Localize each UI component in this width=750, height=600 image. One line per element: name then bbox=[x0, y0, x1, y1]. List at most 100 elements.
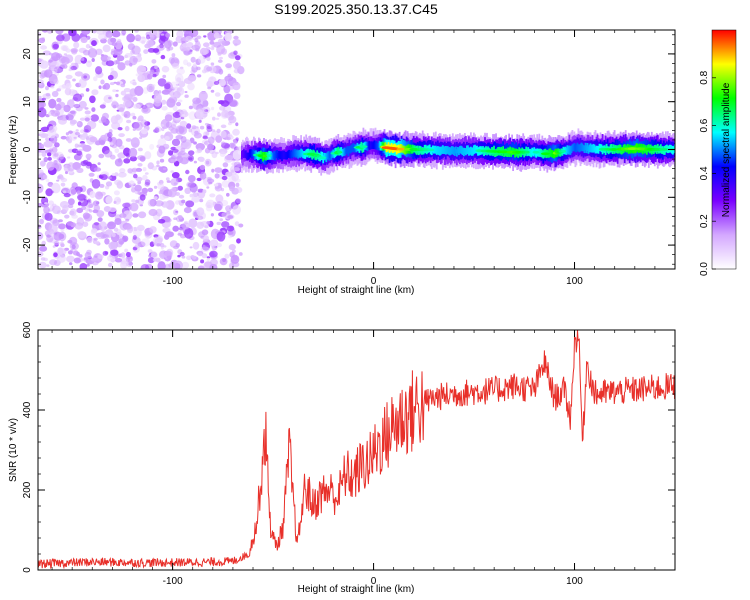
noise-speckle bbox=[129, 202, 139, 212]
noise-speckle bbox=[93, 76, 98, 82]
noise-speckle bbox=[114, 218, 122, 225]
ridge-cell bbox=[307, 148, 310, 157]
noise-speckle bbox=[107, 221, 116, 230]
noise-speckle bbox=[74, 131, 80, 136]
ridge-cell bbox=[494, 149, 496, 157]
noise-speckle bbox=[158, 190, 163, 195]
noise-speckle bbox=[159, 158, 165, 163]
noise-speckle bbox=[114, 40, 123, 50]
noise-speckle bbox=[56, 160, 62, 165]
ridge-cell bbox=[531, 147, 534, 156]
ridge-cell bbox=[440, 146, 443, 154]
ridge-cell bbox=[275, 150, 277, 159]
noise-speckle bbox=[217, 38, 226, 44]
ridge-cell bbox=[297, 150, 299, 159]
ridge-cell bbox=[583, 145, 586, 153]
noise-speckle bbox=[235, 122, 239, 127]
noise-speckle bbox=[232, 167, 240, 172]
noise-speckle bbox=[115, 89, 119, 92]
noise-speckle bbox=[115, 93, 119, 98]
ridge-cell bbox=[243, 149, 245, 159]
noise-speckle bbox=[147, 187, 154, 193]
noise-speckle bbox=[221, 212, 227, 218]
noise-speckle bbox=[224, 32, 232, 42]
noise-speckle bbox=[184, 94, 189, 98]
noise-speckle bbox=[69, 242, 79, 251]
noise-speckle bbox=[48, 184, 52, 188]
noise-speckle bbox=[103, 82, 111, 90]
noise-speckle bbox=[176, 86, 185, 96]
ridge-cell bbox=[588, 144, 591, 153]
noise-speckle bbox=[206, 221, 211, 225]
noise-speckle bbox=[199, 125, 205, 130]
ridge-peak bbox=[266, 154, 272, 158]
ridge-cell bbox=[635, 143, 638, 152]
noise-speckle bbox=[141, 40, 146, 45]
noise-speckle bbox=[183, 207, 192, 214]
noise-speckle bbox=[94, 240, 100, 245]
ridge-cell bbox=[327, 151, 330, 160]
noise-speckle bbox=[137, 163, 143, 167]
noise-speckle bbox=[217, 100, 225, 105]
noise-speckle bbox=[108, 242, 115, 250]
x-tick-label: 100 bbox=[566, 276, 583, 287]
ridge-cell bbox=[347, 147, 350, 157]
noise-speckle bbox=[46, 264, 50, 267]
noise-speckle bbox=[124, 125, 130, 132]
noise-speckle bbox=[64, 214, 70, 219]
noise-speckle bbox=[77, 201, 82, 206]
ridge-peak bbox=[492, 150, 499, 153]
noise-speckle bbox=[219, 105, 226, 111]
y-tick-label: 600 bbox=[22, 321, 33, 338]
noise-speckle bbox=[195, 109, 204, 120]
noise-speckle bbox=[125, 251, 131, 258]
noise-speckle bbox=[160, 33, 165, 36]
noise-speckle bbox=[59, 176, 65, 180]
noise-speckle bbox=[41, 240, 46, 246]
ridge-cell bbox=[566, 145, 569, 154]
noise-speckle bbox=[130, 112, 136, 117]
noise-speckle bbox=[71, 148, 79, 154]
ridge-cell bbox=[290, 150, 292, 158]
noise-speckle bbox=[157, 261, 166, 269]
ridge-cell bbox=[372, 141, 375, 149]
noise-speckle bbox=[92, 209, 99, 214]
noise-speckle bbox=[196, 74, 202, 78]
ridge-cell bbox=[587, 146, 590, 154]
y-tick-label: 200 bbox=[22, 481, 33, 498]
colorbar-tick-label: 0.8 bbox=[699, 70, 710, 84]
noise-speckle bbox=[119, 33, 123, 36]
ridge-cell bbox=[463, 147, 465, 157]
noise-speckle bbox=[215, 194, 224, 204]
ridge-cell bbox=[474, 144, 476, 154]
ridge-cell bbox=[627, 146, 630, 154]
noise-speckle bbox=[151, 59, 157, 64]
noise-speckle bbox=[235, 182, 240, 187]
noise-speckle bbox=[202, 135, 209, 140]
ridge-cell bbox=[341, 149, 344, 157]
noise-speckle bbox=[124, 53, 133, 58]
noise-speckle bbox=[220, 199, 229, 207]
noise-speckle bbox=[110, 50, 118, 56]
noise-speckle bbox=[94, 222, 99, 226]
noise-speckle bbox=[232, 128, 240, 136]
noise-speckle bbox=[86, 236, 93, 244]
noise-speckle bbox=[108, 96, 112, 100]
noise-speckle bbox=[92, 30, 97, 34]
noise-speckle bbox=[153, 185, 158, 189]
noise-speckle bbox=[84, 107, 89, 110]
noise-speckle bbox=[85, 208, 90, 212]
noise-speckle bbox=[171, 63, 180, 69]
noise-speckle bbox=[170, 178, 179, 187]
noise-speckle bbox=[73, 257, 81, 264]
noise-speckle bbox=[142, 187, 149, 194]
noise-speckle bbox=[97, 254, 104, 259]
noise-speckle bbox=[144, 181, 150, 187]
noise-speckle bbox=[135, 176, 143, 182]
ridge-cell bbox=[575, 145, 578, 153]
ridge-cell bbox=[502, 146, 504, 154]
noise-speckle bbox=[38, 82, 42, 86]
noise-speckle bbox=[107, 176, 112, 180]
ridge-cell bbox=[450, 146, 453, 154]
noise-speckle bbox=[199, 171, 207, 180]
